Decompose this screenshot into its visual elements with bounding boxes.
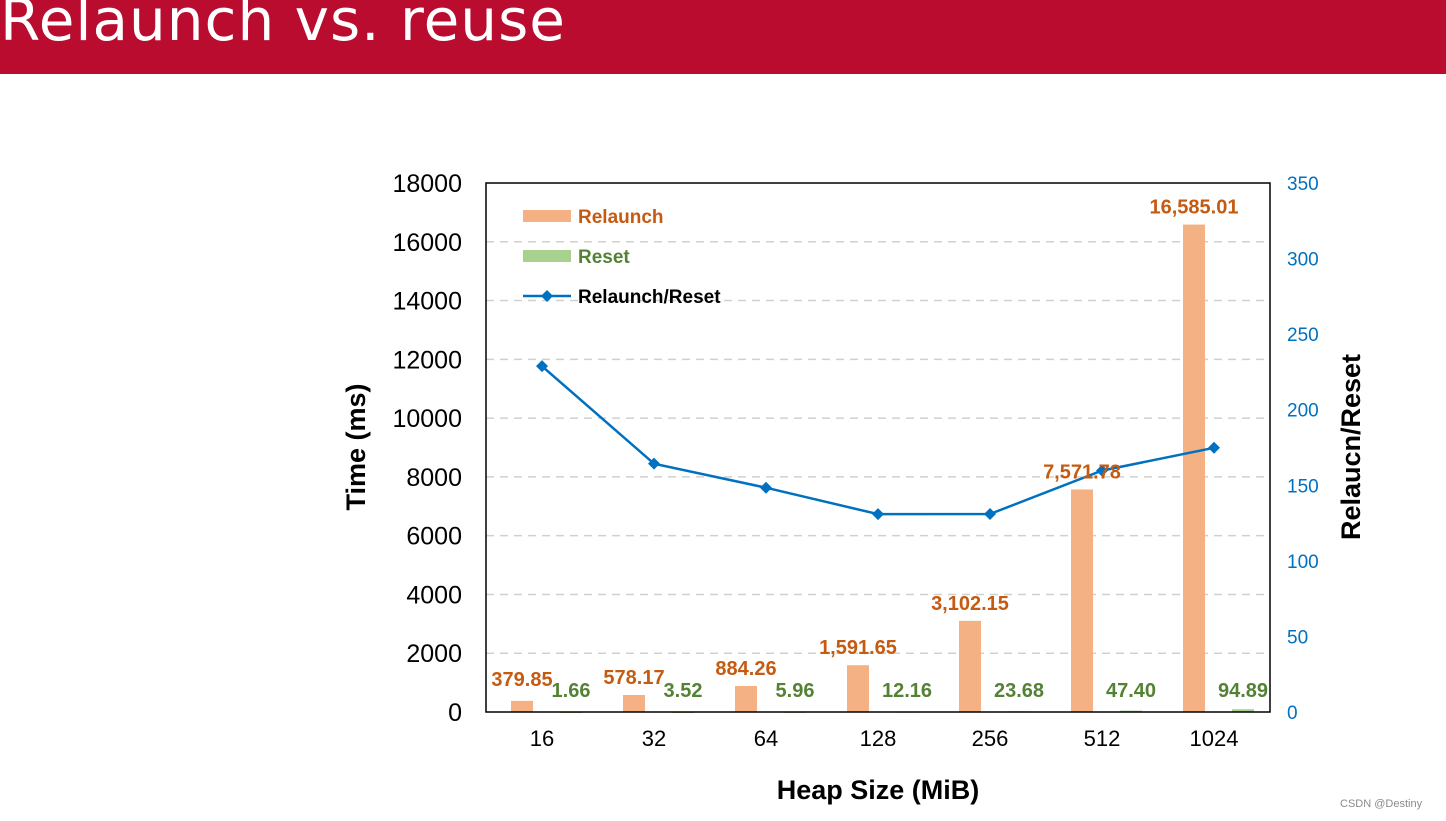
line-marker — [648, 457, 660, 470]
y2-tick-label: 0 — [1287, 703, 1298, 724]
slide-title: Relaunch vs. reuse — [0, 0, 566, 54]
y-tick-label: 18000 — [392, 170, 462, 198]
legend-swatch-relaunch — [523, 210, 571, 222]
data-label-reset: 47.40 — [1106, 680, 1156, 702]
data-label-relaunch: 3,102.15 — [931, 593, 1009, 615]
legend-swatch-reset — [523, 250, 571, 262]
x-tick-label: 128 — [860, 726, 897, 751]
x-tick-label: 64 — [754, 726, 778, 751]
y2-tick-label: 350 — [1287, 174, 1319, 195]
plot-frame — [485, 182, 1271, 713]
line-marker — [760, 481, 772, 494]
legend-marker-line — [541, 290, 553, 302]
bar-relaunch — [1071, 489, 1093, 712]
y2-tick-label: 300 — [1287, 250, 1319, 271]
bar-relaunch — [735, 686, 757, 712]
x-tick-label: 256 — [972, 726, 1009, 751]
y-tick-label: 12000 — [392, 346, 462, 374]
y-axis-title: Time (ms) — [341, 383, 371, 510]
y2-tick-label: 250 — [1287, 325, 1319, 346]
data-label-reset: 23.68 — [994, 680, 1044, 702]
line-marker — [872, 508, 884, 521]
bar-relaunch — [1183, 224, 1205, 713]
bar-relaunch — [511, 700, 533, 712]
title-bar: Relaunch vs. reuse — [0, 0, 1446, 74]
data-label-relaunch: 578.17 — [603, 667, 664, 689]
line-marker — [1208, 441, 1220, 454]
data-label-relaunch: 379.85 — [491, 669, 552, 691]
x-axis-title: Heap Size (MiB) — [777, 775, 980, 805]
legend-label-reset: Reset — [578, 247, 630, 268]
line-marker — [984, 508, 996, 521]
data-label-relaunch: 884.26 — [715, 658, 776, 680]
y2-tick-label: 50 — [1287, 627, 1308, 648]
legend-label-ratio: Relaunch/Reset — [578, 287, 721, 308]
bar-relaunch — [847, 665, 869, 712]
x-tick-label: 1024 — [1190, 726, 1239, 751]
watermark: CSDN @Destiny — [1340, 798, 1423, 810]
y-tick-label: 2000 — [406, 640, 462, 668]
x-tick-label: 32 — [642, 726, 666, 751]
data-label-relaunch: 16,585.01 — [1150, 197, 1239, 219]
x-tick-label: 512 — [1084, 726, 1121, 751]
y-tick-label: 14000 — [392, 288, 462, 316]
y2-tick-label: 200 — [1287, 401, 1319, 422]
y-tick-label: 0 — [448, 699, 462, 727]
data-label-relaunch: 1,591.65 — [819, 637, 897, 659]
bar-relaunch — [623, 695, 645, 712]
data-label-reset: 5.96 — [776, 680, 815, 702]
line-marker — [536, 360, 548, 373]
y2-tick-label: 150 — [1287, 476, 1319, 497]
series-line — [541, 365, 1215, 516]
y-tick-label: 16000 — [392, 229, 462, 257]
data-label-reset: 1.66 — [552, 680, 591, 702]
data-label-reset: 94.89 — [1218, 680, 1268, 702]
y2-axis-title: Relaucn/Reset — [1336, 354, 1366, 540]
line-marker — [1096, 464, 1108, 477]
y-tick-label: 4000 — [406, 581, 462, 609]
data-label-reset: 3.52 — [664, 680, 703, 702]
data-label-relaunch: 7,571.78 — [1043, 461, 1121, 483]
bar-reset — [1232, 709, 1254, 712]
data-label-reset: 12.16 — [882, 680, 932, 702]
legend-label-relaunch: Relaunch — [578, 207, 664, 228]
x-tick-label: 16 — [530, 726, 554, 751]
bar-relaunch — [959, 620, 981, 712]
y-tick-label: 6000 — [406, 523, 462, 551]
y-tick-label: 8000 — [406, 464, 462, 492]
y-tick-label: 10000 — [392, 405, 462, 433]
y2-tick-label: 100 — [1287, 552, 1319, 573]
